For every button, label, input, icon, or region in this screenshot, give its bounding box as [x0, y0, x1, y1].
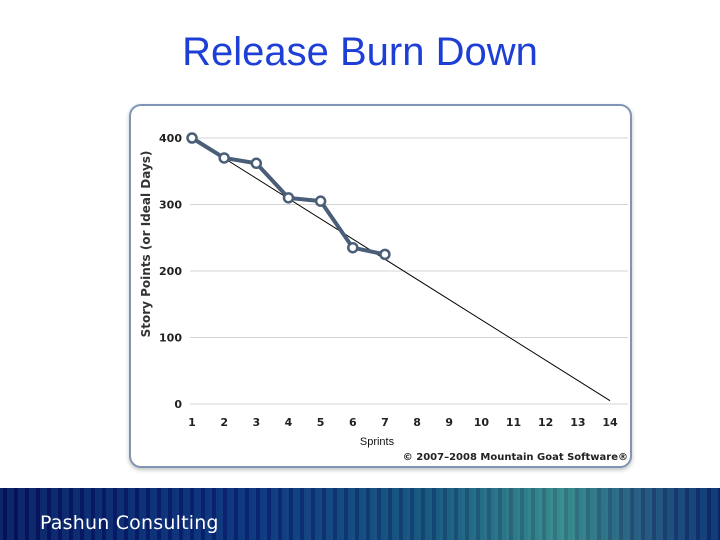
x-tick-label: 4 [285, 416, 293, 429]
data-point [282, 192, 295, 204]
x-tick-label: 9 [445, 416, 453, 429]
x-tick-label: 5 [317, 416, 325, 429]
x-tick-label: 3 [252, 416, 260, 429]
y-tick-label: 0 [174, 398, 182, 411]
copyright-text: © 2007–2008 Mountain Goat Software® [403, 452, 628, 463]
y-tick-label: 200 [159, 265, 182, 278]
x-tick-label: 13 [570, 416, 585, 429]
grid-lines [190, 137, 628, 405]
x-axis-label: Sprints [360, 436, 395, 448]
y-tick-label: 400 [159, 132, 182, 145]
slide-title: Release Burn Down [182, 30, 538, 74]
y-tick-label: 100 [159, 332, 182, 345]
x-tick-labels: 1 2 3 4 5 6 7 8 9 10 11 12 13 14 [188, 416, 618, 429]
x-tick-label: 10 [474, 416, 490, 429]
x-tick-label: 2 [220, 416, 228, 429]
data-points [186, 132, 391, 261]
x-tick-label: 12 [538, 416, 553, 429]
x-tick-label: 6 [349, 416, 357, 429]
x-tick-label: 8 [413, 416, 421, 429]
data-point [218, 152, 230, 164]
x-tick-label: 14 [602, 416, 618, 429]
trend-line [191, 137, 611, 402]
data-point [186, 132, 198, 144]
y-tick-label: 300 [159, 199, 182, 212]
footer-brand: Pashun Consulting [40, 512, 219, 534]
data-point [314, 195, 327, 207]
data-point [250, 157, 263, 170]
data-point [347, 241, 359, 254]
footer-band [0, 488, 720, 540]
x-tick-label: 7 [381, 416, 389, 429]
x-tick-label: 11 [506, 416, 521, 429]
x-tick-label: 1 [188, 416, 196, 429]
y-tick-labels: 0 100 200 300 400 [159, 132, 182, 411]
y-axis-label: Story Points (or Ideal Days) [139, 151, 153, 338]
data-point [379, 248, 391, 261]
chart-frame: 0 100 200 300 400 1 2 3 4 5 6 7 8 9 10 11 12 13 14 Story … [129, 104, 632, 468]
ideal-trend-line [191, 137, 611, 402]
